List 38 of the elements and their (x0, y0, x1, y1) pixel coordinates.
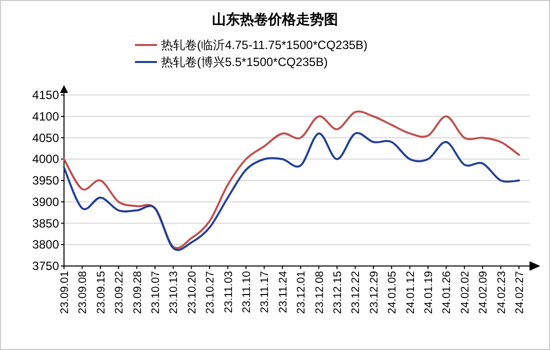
x-tick-label: 23.10.13 (168, 271, 180, 314)
x-tick-label: 24.02.27 (514, 271, 526, 314)
x-tick-label: 24.01.19 (423, 271, 435, 314)
x-tick-label: 23.09.01 (59, 271, 71, 314)
y-tick-label: 3900 (32, 194, 60, 209)
x-tick-label: 24.02.23 (496, 271, 508, 314)
x-tick-label: 23.11.10 (241, 271, 253, 314)
legend-label: 热轧卷(临沂4.75-11.75*1500*CQ235B) (161, 38, 368, 52)
x-tick-label: 23.11.24 (277, 271, 290, 314)
x-tick-label: 24.01.26 (441, 271, 454, 314)
y-tick-label: 4050 (32, 130, 60, 145)
y-tick-label: 4000 (32, 152, 60, 166)
x-tick-label: 23.12.01 (296, 271, 308, 314)
x-tick-label: 23.10.20 (186, 271, 198, 314)
y-tick-label: 4150 (32, 88, 60, 102)
y-tick-label: 3750 (32, 259, 60, 273)
y-tick-label: 3800 (32, 238, 60, 252)
x-tick-label: 23.12.08 (314, 271, 326, 314)
x-tick-label: 24.02.02 (459, 271, 472, 314)
y-tick-label: 3950 (32, 174, 60, 188)
x-tick-label: 23.10.27 (204, 271, 217, 314)
x-tick-label: 23.12.15 (332, 271, 344, 314)
x-tick-label: 24.01.05 (386, 271, 399, 314)
x-tick-label: 23.09.28 (132, 271, 144, 314)
x-tick-label: 23.09.15 (95, 271, 108, 314)
y-tick-label: 4100 (32, 109, 60, 124)
x-tick-label: 23.09.22 (114, 271, 126, 314)
x-tick-label: 23.09.08 (77, 271, 90, 314)
x-tick-label: 23.12.29 (368, 271, 380, 314)
x-tick-label: 24.01.12 (404, 271, 417, 314)
x-tick-label: 23.10.07 (150, 271, 162, 314)
x-tick-label: 23.11.17 (259, 271, 272, 314)
x-tick-label: 23.12.22 (350, 271, 362, 314)
y-tick-label: 3850 (32, 216, 60, 230)
legend-label: 热轧卷(博兴5.5*1500*CQ235B) (161, 55, 328, 69)
x-tick-label: 23.11.03 (222, 271, 235, 314)
chart-title: 山东热卷价格走势图 (212, 11, 338, 27)
x-tick-label: 24.02.09 (478, 271, 490, 314)
